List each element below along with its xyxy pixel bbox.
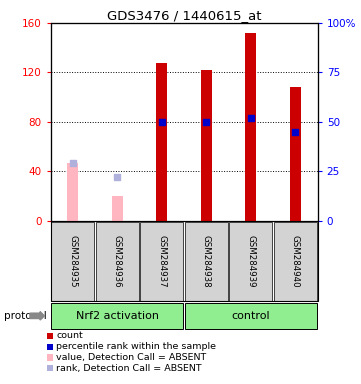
Text: GSM284938: GSM284938 (202, 235, 211, 288)
Bar (112, 196, 123, 221)
Text: Nrf2 activation: Nrf2 activation (76, 311, 159, 321)
Text: control: control (232, 311, 270, 321)
Bar (245, 33, 256, 221)
Point (70, 161, 76, 167)
Point (114, 174, 120, 180)
Bar (156, 63, 168, 221)
Text: protocol: protocol (4, 311, 46, 321)
Bar (67, 163, 78, 221)
Point (159, 119, 165, 125)
Text: count: count (56, 331, 83, 341)
Text: GSM284935: GSM284935 (68, 235, 77, 288)
Point (292, 129, 298, 135)
Title: GDS3476 / 1440615_at: GDS3476 / 1440615_at (107, 9, 261, 22)
Text: value, Detection Call = ABSENT: value, Detection Call = ABSENT (56, 353, 206, 362)
Text: GSM284937: GSM284937 (157, 235, 166, 288)
Text: rank, Detection Call = ABSENT: rank, Detection Call = ABSENT (56, 364, 202, 373)
Text: percentile rank within the sample: percentile rank within the sample (56, 342, 216, 351)
Text: GSM284936: GSM284936 (113, 235, 122, 288)
Bar (201, 70, 212, 221)
Point (204, 119, 209, 125)
Text: GSM284940: GSM284940 (291, 235, 300, 288)
Text: GSM284939: GSM284939 (247, 235, 255, 287)
Bar (290, 87, 301, 221)
Point (248, 115, 254, 121)
